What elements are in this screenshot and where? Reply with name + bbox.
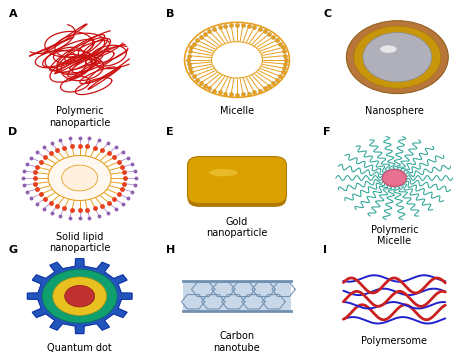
Text: H: H	[166, 245, 175, 255]
Circle shape	[48, 156, 111, 200]
FancyBboxPatch shape	[188, 157, 286, 204]
Text: Micelle: Micelle	[220, 106, 254, 116]
Text: G: G	[9, 245, 18, 255]
Circle shape	[383, 169, 406, 187]
Text: Carbon
nanotube: Carbon nanotube	[214, 331, 260, 352]
Text: C: C	[323, 9, 331, 19]
Circle shape	[346, 21, 448, 94]
Text: B: B	[166, 9, 174, 19]
Bar	[183, 281, 291, 311]
Text: Gold
nanoparticle: Gold nanoparticle	[206, 216, 268, 238]
Polygon shape	[27, 259, 132, 334]
Ellipse shape	[210, 169, 238, 176]
Text: F: F	[323, 127, 331, 137]
Text: D: D	[9, 127, 18, 137]
Text: Quantum dot: Quantum dot	[47, 343, 112, 353]
Ellipse shape	[380, 45, 397, 53]
Text: I: I	[323, 245, 327, 255]
Circle shape	[64, 286, 95, 307]
Circle shape	[62, 165, 98, 191]
Text: Polymeric
nanoparticle: Polymeric nanoparticle	[49, 106, 110, 128]
Circle shape	[354, 26, 441, 88]
Circle shape	[53, 277, 107, 315]
Text: Solid lipid
nanoparticle: Solid lipid nanoparticle	[49, 232, 110, 253]
Circle shape	[211, 41, 263, 79]
Text: Polymersome: Polymersome	[361, 336, 428, 346]
Text: Polymeric
Micelle: Polymeric Micelle	[371, 225, 418, 246]
Text: E: E	[166, 127, 173, 137]
Text: A: A	[9, 9, 17, 19]
FancyBboxPatch shape	[188, 169, 286, 207]
Circle shape	[42, 269, 117, 323]
Text: Nanosphere: Nanosphere	[365, 106, 424, 116]
Circle shape	[363, 32, 432, 82]
